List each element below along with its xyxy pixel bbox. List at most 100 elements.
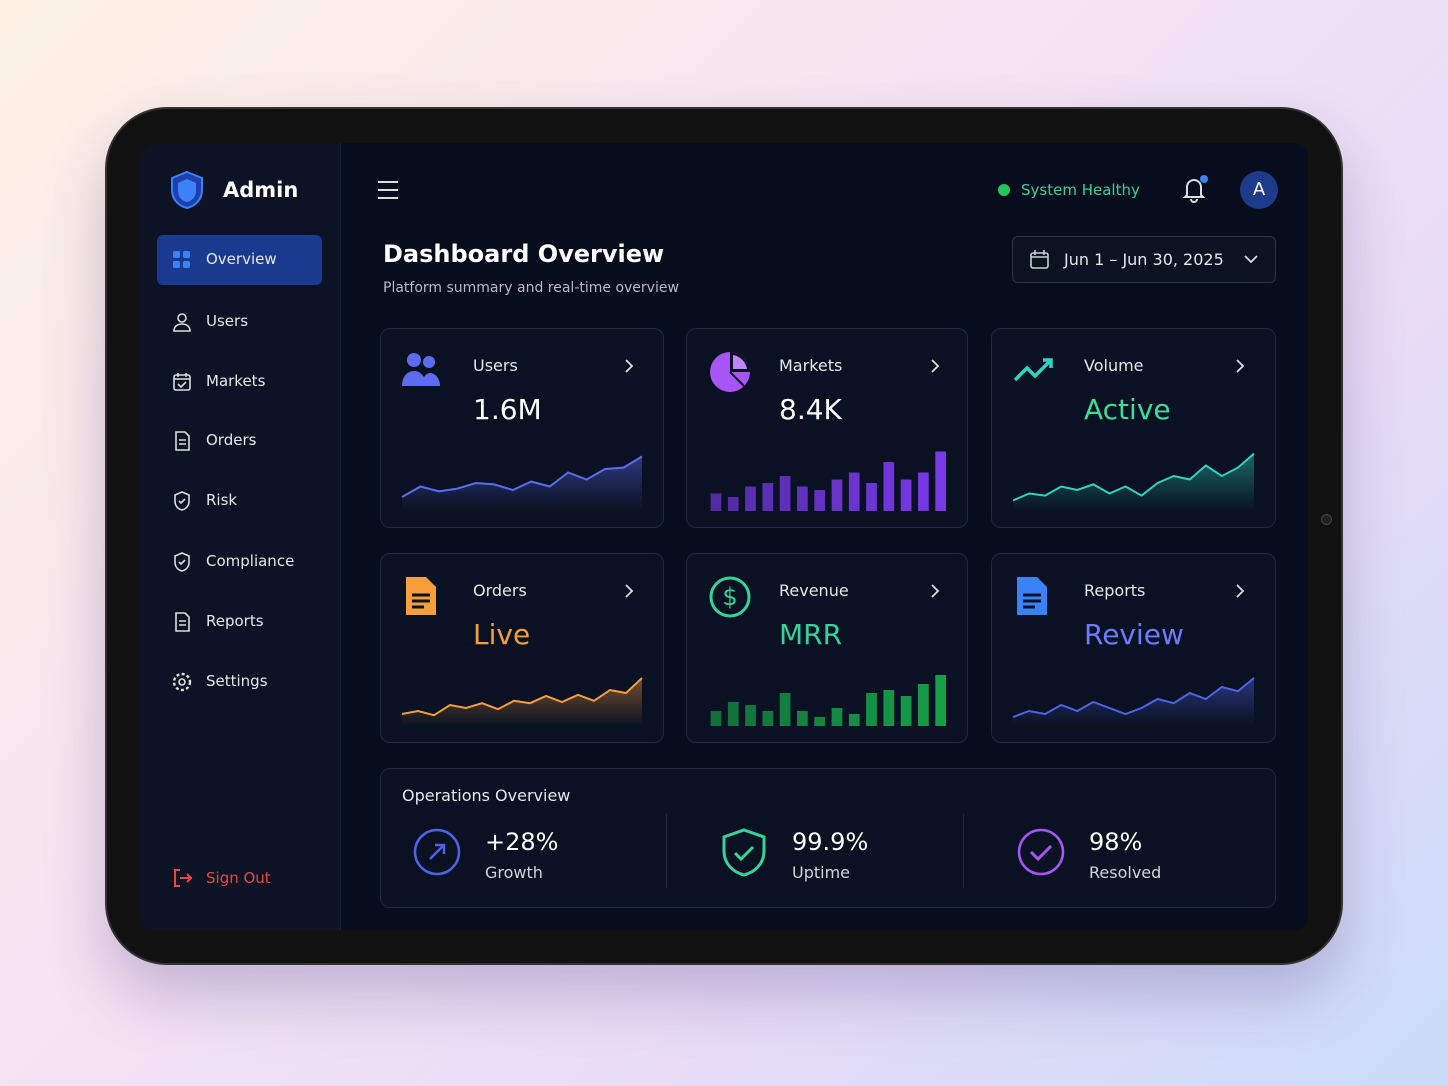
bar	[935, 675, 947, 726]
bar	[831, 479, 843, 511]
card-value: Live	[473, 618, 531, 651]
nav-icon	[174, 491, 190, 511]
date-picker[interactable]	[1012, 236, 1276, 283]
bar	[935, 451, 947, 511]
bar	[762, 483, 774, 511]
card-value: Active	[1084, 393, 1171, 426]
sparkline	[401, 455, 643, 511]
nav-item[interactable]: Users	[206, 312, 249, 330]
nav-item[interactable]: Risk	[206, 491, 238, 509]
nav-item[interactable]: Compliance	[206, 552, 295, 570]
bar	[797, 711, 808, 726]
avatar[interactable]: A	[1240, 171, 1278, 209]
brand-name: Admin	[223, 178, 299, 202]
stat-value: 99.9%	[792, 828, 869, 856]
bar	[883, 462, 895, 511]
bar	[727, 497, 739, 511]
chevron-right	[625, 584, 634, 598]
card-icon	[402, 353, 440, 386]
card-label: Users	[473, 356, 518, 375]
status-dot	[998, 184, 1010, 196]
card-value: 1.6M	[473, 393, 542, 426]
nav-item[interactable]: Reports	[206, 612, 264, 630]
nav-icon	[174, 552, 190, 572]
bar	[727, 702, 739, 726]
divider	[963, 814, 964, 888]
nav-icon	[175, 612, 190, 632]
date-range: Jun 1 – Jun 30, 2025	[1064, 250, 1224, 269]
sparkline	[1012, 452, 1255, 511]
card-value: MRR	[779, 618, 843, 651]
brand-logo	[171, 170, 203, 210]
chevron-right	[931, 584, 940, 598]
sparkline	[401, 677, 643, 726]
chevron-down	[1244, 255, 1258, 264]
bar	[918, 684, 929, 726]
sparkline	[710, 675, 947, 726]
nav-item[interactable]: Orders	[206, 431, 257, 449]
card-icon	[1013, 358, 1053, 382]
nav-icon	[173, 313, 191, 332]
nav-icon	[173, 373, 191, 391]
sparkline	[710, 451, 947, 511]
bar	[883, 690, 895, 726]
page-title: Dashboard Overview	[383, 240, 665, 268]
card-label: Volume	[1084, 356, 1144, 375]
operations-panel	[380, 768, 1276, 908]
bar	[848, 472, 860, 511]
bar	[866, 483, 877, 511]
card-value: Review	[1084, 618, 1184, 651]
stat-value: +28%	[485, 828, 559, 856]
chevron-right	[931, 359, 940, 373]
camera	[1321, 514, 1332, 525]
card-value: 8.4K	[779, 393, 842, 426]
card-icon	[406, 577, 436, 615]
sign-out-icon	[174, 869, 193, 887]
bar	[900, 479, 912, 511]
divider	[666, 814, 667, 888]
bar	[848, 714, 860, 726]
nav-item[interactable]: Settings	[206, 672, 268, 690]
bar	[866, 693, 877, 726]
card-label: Orders	[473, 581, 527, 600]
bar	[831, 708, 843, 726]
sparkline-area	[1013, 453, 1254, 511]
bar	[745, 486, 756, 511]
notifications[interactable]	[1181, 174, 1209, 204]
card-label: Markets	[779, 356, 843, 375]
chevron-right	[625, 359, 634, 373]
card-icon: $	[709, 576, 751, 618]
sparkline	[1012, 677, 1255, 726]
bar	[900, 696, 912, 726]
status-text: System Healthy	[1021, 181, 1140, 199]
stat-icon	[1017, 828, 1065, 876]
card-icon	[1017, 577, 1047, 615]
page-subtitle: Platform summary and real-time overview	[383, 280, 679, 296]
operations-title: Operations Overview	[402, 786, 571, 805]
bar	[745, 705, 756, 726]
bar	[762, 711, 774, 726]
sparkline-line	[1012, 452, 1255, 502]
nav-item[interactable]: Markets	[206, 372, 266, 390]
calendar-icon	[1030, 250, 1049, 269]
stat-value: 98%	[1089, 828, 1143, 856]
stat-label: Resolved	[1089, 863, 1162, 882]
bar	[797, 486, 808, 511]
bar	[710, 493, 722, 511]
sparkline-area	[402, 456, 642, 511]
sign-out[interactable]: Sign Out	[206, 869, 271, 887]
nav-active-bg	[157, 235, 322, 285]
nav-item[interactable]: Overview	[206, 250, 277, 268]
menu-button[interactable]	[376, 179, 400, 201]
bar	[779, 476, 791, 511]
nav-icon	[172, 672, 192, 692]
card-label: Revenue	[779, 581, 849, 600]
bar	[918, 472, 929, 511]
sparkline-area	[1013, 678, 1254, 726]
sparkline-line	[401, 455, 643, 498]
chevron-right	[1236, 359, 1245, 373]
sparkline-line	[1012, 677, 1255, 718]
card-label: Reports	[1084, 581, 1146, 600]
sparkline-line	[401, 677, 643, 717]
